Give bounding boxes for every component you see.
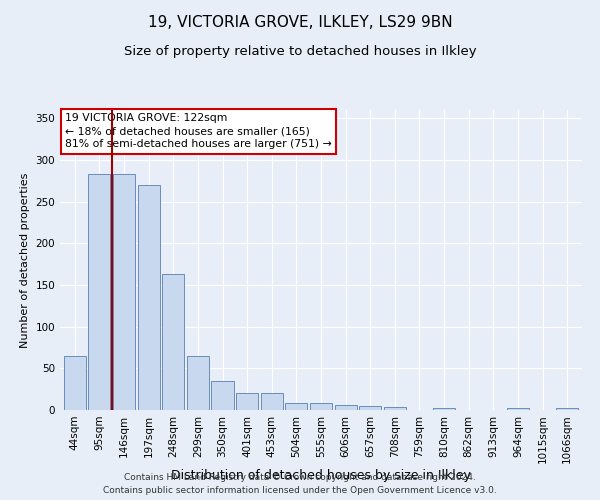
Text: Contains HM Land Registry data © Crown copyright and database right 2024.
Contai: Contains HM Land Registry data © Crown c… <box>103 474 497 495</box>
Bar <box>556 408 578 410</box>
Text: Size of property relative to detached houses in Ilkley: Size of property relative to detached ho… <box>124 45 476 58</box>
Y-axis label: Number of detached properties: Number of detached properties <box>20 172 30 348</box>
Bar <box>359 406 382 410</box>
Text: 19 VICTORIA GROVE: 122sqm
← 18% of detached houses are smaller (165)
81% of semi: 19 VICTORIA GROVE: 122sqm ← 18% of detac… <box>65 113 332 150</box>
Bar <box>310 404 332 410</box>
Bar <box>236 394 258 410</box>
Bar <box>187 356 209 410</box>
Text: 19, VICTORIA GROVE, ILKLEY, LS29 9BN: 19, VICTORIA GROVE, ILKLEY, LS29 9BN <box>148 15 452 30</box>
Bar <box>507 408 529 410</box>
Bar <box>384 406 406 410</box>
Bar <box>113 174 135 410</box>
Bar <box>64 356 86 410</box>
Bar <box>162 274 184 410</box>
Bar <box>88 174 110 410</box>
Bar <box>433 408 455 410</box>
Bar <box>137 185 160 410</box>
Bar <box>335 405 357 410</box>
X-axis label: Distribution of detached houses by size in Ilkley: Distribution of detached houses by size … <box>171 469 471 482</box>
Bar <box>285 404 307 410</box>
Bar <box>211 381 233 410</box>
Bar <box>260 394 283 410</box>
